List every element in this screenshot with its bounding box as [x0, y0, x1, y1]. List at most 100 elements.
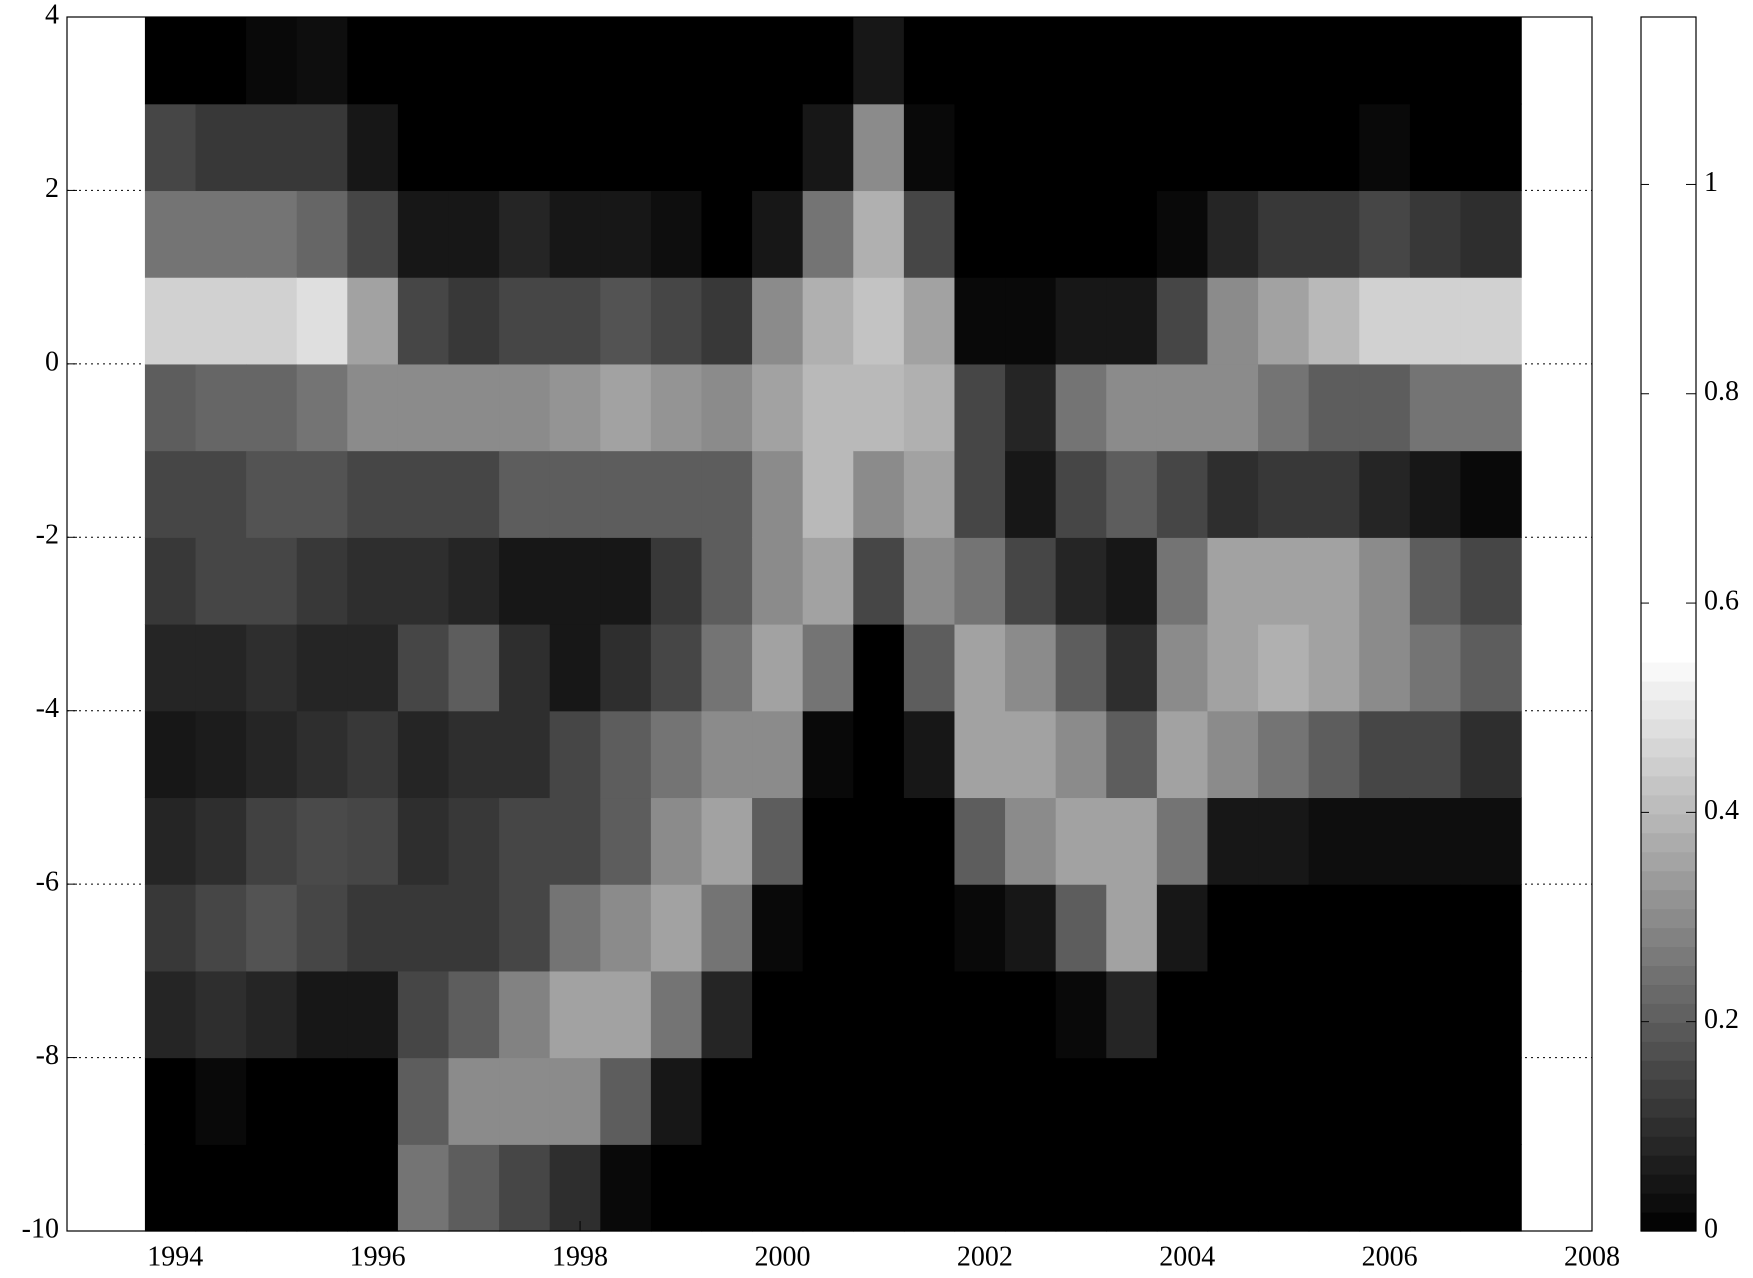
cell [195, 103, 247, 192]
cell [1409, 363, 1462, 452]
cell [448, 1057, 500, 1145]
colorbar-step [1641, 1003, 1696, 1023]
cell [1359, 710, 1411, 799]
cell [903, 710, 956, 799]
cell [1055, 1057, 1107, 1145]
cell [1055, 797, 1107, 885]
heatmap [144, 17, 1522, 1232]
cell [1460, 624, 1522, 712]
cell [1258, 190, 1310, 278]
cell [195, 190, 247, 278]
cell [397, 1057, 450, 1145]
colorbar-step [1641, 548, 1696, 568]
cell [397, 17, 450, 105]
x-tick-label: 2002 [957, 1241, 1013, 1272]
cell [448, 1144, 500, 1232]
cell [1005, 103, 1057, 192]
colorbar-step [1641, 870, 1696, 891]
cell [144, 710, 197, 799]
cell [1207, 1144, 1259, 1232]
cell [1460, 277, 1522, 365]
cell [246, 363, 298, 452]
cell [701, 103, 753, 192]
cell [853, 277, 905, 365]
y-tick-label: -2 [36, 520, 59, 551]
cell [1055, 103, 1107, 192]
cell [1258, 103, 1310, 192]
cell [347, 1057, 399, 1145]
cell [1308, 103, 1360, 192]
cell [144, 970, 197, 1059]
cell [1106, 17, 1158, 105]
cell [1005, 537, 1057, 625]
cell [701, 884, 753, 972]
cell [549, 797, 601, 885]
cell [853, 624, 905, 712]
cell [144, 1057, 197, 1145]
cell [246, 1144, 298, 1232]
colorbar-step [1641, 1041, 1696, 1061]
cell [499, 537, 551, 625]
cell [1409, 277, 1462, 365]
cell [246, 970, 298, 1059]
x-tick-label: 2000 [754, 1241, 810, 1272]
cell [1106, 624, 1158, 712]
cell [246, 1057, 298, 1145]
colorbar-step [1641, 642, 1696, 663]
cell [1055, 537, 1107, 625]
axes: 1994 1996 1998 2000 2002 2004 2006 2008 -10 -8 -6 -… [22, 0, 1620, 1272]
cell [144, 797, 197, 885]
cell [246, 797, 298, 885]
cell [802, 450, 854, 538]
cell [1359, 884, 1411, 972]
colorbar-step [1641, 168, 1696, 189]
colorbar-step [1641, 244, 1696, 265]
cell [296, 537, 348, 625]
cell [296, 450, 348, 538]
cell [1359, 537, 1411, 625]
colorbar-step [1641, 794, 1696, 815]
cell [903, 277, 956, 365]
cell [549, 537, 601, 625]
colorbar-step [1641, 149, 1696, 170]
cell [802, 710, 854, 799]
cell [347, 103, 399, 192]
cell [1207, 1057, 1259, 1145]
cell [853, 103, 905, 192]
x-tick-label: 2008 [1564, 1241, 1620, 1272]
cell [1460, 363, 1522, 452]
cell [903, 17, 956, 105]
cell [144, 624, 197, 712]
cell [1460, 17, 1522, 105]
colorbar-step [1641, 680, 1696, 701]
cell [1156, 624, 1209, 712]
colorbar-tick-label: 0.8 [1704, 376, 1739, 407]
cell [1460, 797, 1522, 885]
cell [802, 970, 854, 1059]
cell [397, 624, 450, 712]
cell [195, 537, 247, 625]
cell [499, 190, 551, 278]
cell [752, 884, 804, 972]
cell [903, 970, 956, 1059]
cell [397, 277, 450, 365]
cell [195, 797, 247, 885]
colorbar-step [1641, 491, 1696, 511]
cell [1156, 797, 1209, 885]
cell [1156, 103, 1209, 192]
cell [448, 363, 500, 452]
colorbar-step [1641, 1098, 1696, 1118]
colorbar-step [1641, 320, 1696, 341]
cell [650, 624, 703, 712]
cell [1005, 797, 1057, 885]
cell [701, 190, 753, 278]
colorbar-step [1641, 927, 1696, 948]
cell [448, 970, 500, 1059]
cell [397, 797, 450, 885]
cell [752, 1144, 804, 1232]
colorbar-step [1641, 35, 1696, 56]
cell [600, 363, 652, 452]
cell [1106, 970, 1158, 1059]
cell [448, 537, 500, 625]
colorbar-step [1641, 832, 1696, 853]
